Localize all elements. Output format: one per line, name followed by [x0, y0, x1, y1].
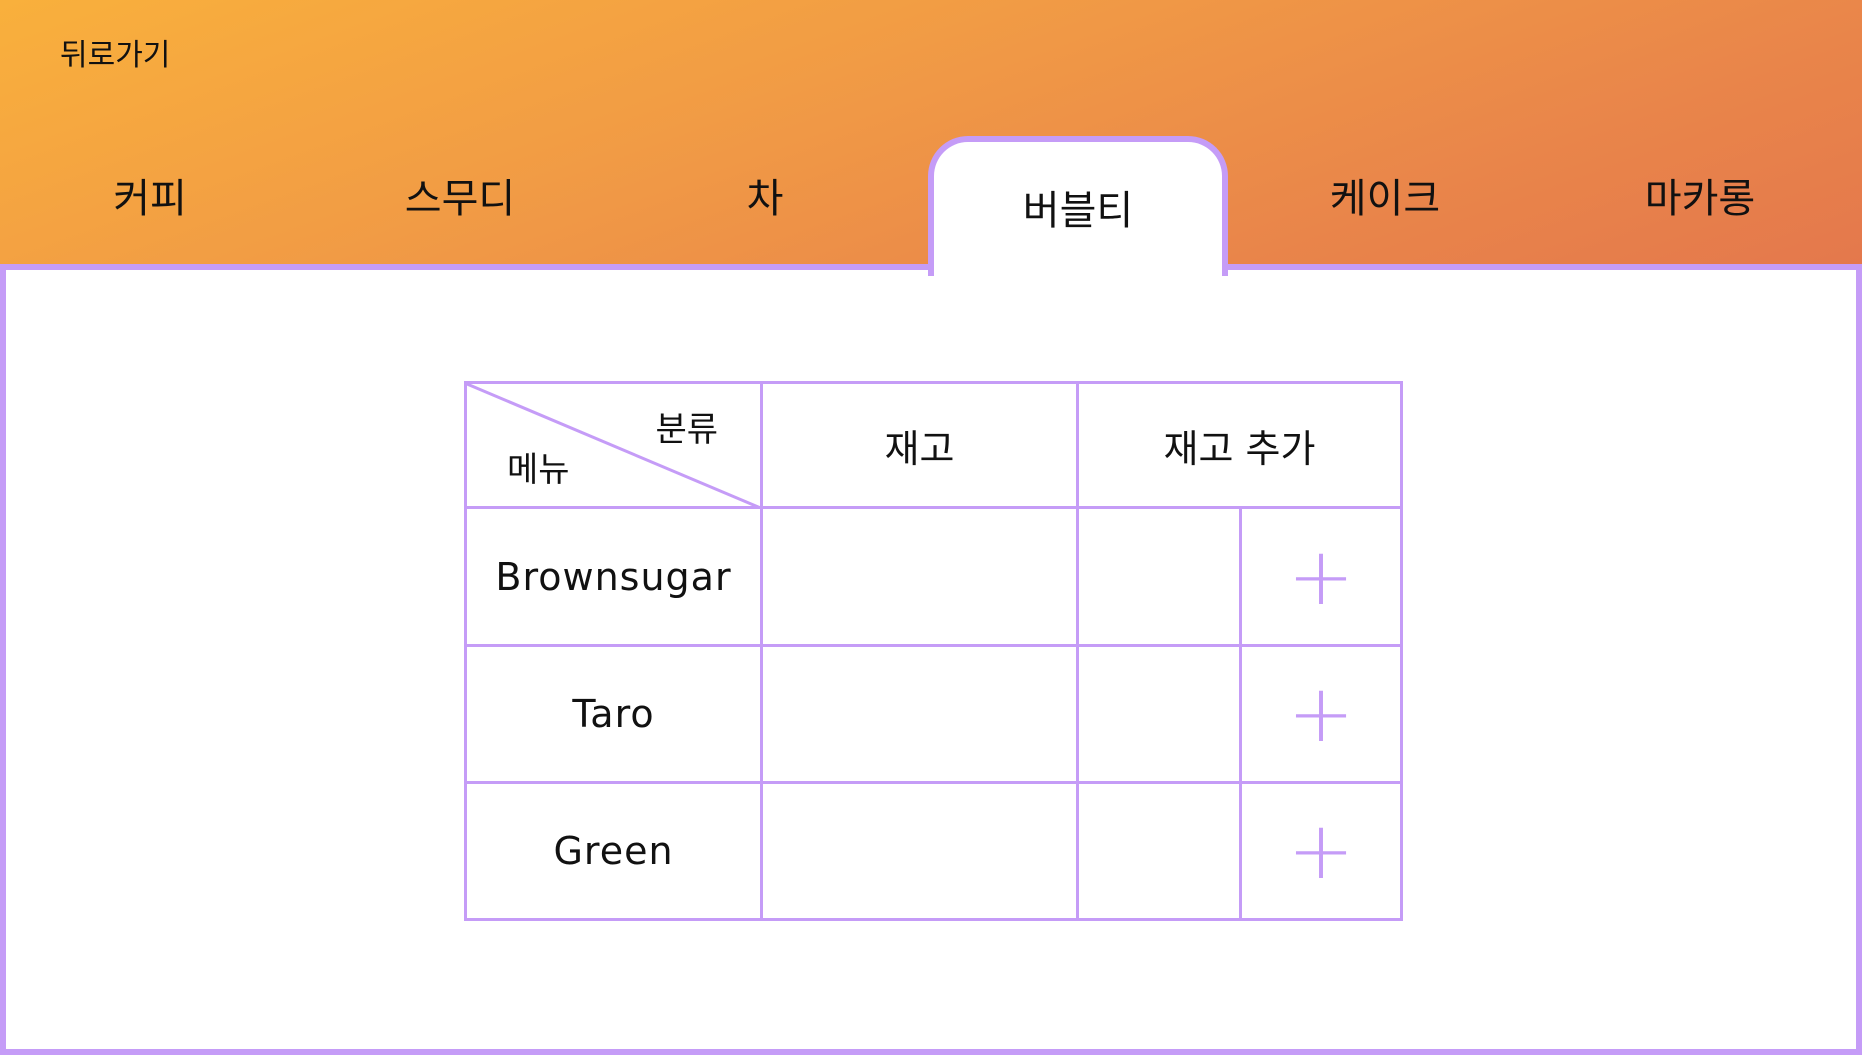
table-row: Green +: [464, 781, 1403, 921]
tab-label: 마카롱: [1644, 176, 1756, 222]
table-header-row: 분류 메뉴 재고 재고 추가: [464, 381, 1403, 509]
tab-label: 케이크: [1329, 176, 1441, 222]
tab-label: 차: [746, 176, 784, 222]
tab-coffee[interactable]: 커피: [0, 150, 300, 240]
menu-name: Taro: [572, 692, 655, 736]
add-stock-input-cell[interactable]: [1076, 644, 1242, 784]
plus-icon[interactable]: +: [1287, 667, 1355, 760]
add-stock-button-cell: +: [1239, 644, 1403, 784]
menu-name-cell: Brownsugar: [464, 506, 763, 647]
column-header-add-stock: 재고 추가: [1076, 381, 1403, 509]
stock-table: 분류 메뉴 재고 재고 추가 Brownsugar + Taro + Green…: [464, 381, 1403, 921]
stock-cell: [760, 644, 1079, 784]
category-label: 분류: [655, 410, 718, 450]
stock-cell: [760, 781, 1079, 921]
tab-label: 커피: [113, 176, 187, 222]
tab-macaron[interactable]: 마카롱: [1550, 150, 1850, 240]
tab-label: 버블티: [1022, 188, 1134, 234]
tab-label: 스무디: [404, 176, 516, 222]
corner-header-cell: 분류 메뉴: [464, 381, 763, 509]
diagonal-divider: [467, 384, 763, 509]
menu-label: 메뉴: [507, 450, 570, 490]
back-button[interactable]: 뒤로가기: [60, 38, 171, 73]
add-stock-input-cell[interactable]: [1076, 781, 1242, 921]
menu-name: Brownsugar: [495, 554, 732, 599]
tab-bubble-tea[interactable]: 버블티: [928, 136, 1228, 276]
menu-name: Green: [553, 829, 674, 873]
table-row: Taro +: [464, 644, 1403, 784]
tab-tea[interactable]: 차: [615, 150, 915, 240]
stock-cell: [760, 506, 1079, 647]
plus-icon[interactable]: +: [1287, 804, 1355, 897]
plus-icon[interactable]: +: [1287, 529, 1355, 623]
table-row: Brownsugar +: [464, 506, 1403, 647]
column-header-stock: 재고: [760, 381, 1079, 509]
tab-smoothie[interactable]: 스무디: [310, 150, 610, 240]
tab-cake[interactable]: 케이크: [1235, 150, 1535, 240]
menu-name-cell: Taro: [464, 644, 763, 784]
add-stock-button-cell: +: [1239, 781, 1403, 921]
add-stock-input-cell[interactable]: [1076, 506, 1242, 647]
add-stock-button-cell: +: [1239, 506, 1403, 647]
menu-name-cell: Green: [464, 781, 763, 921]
